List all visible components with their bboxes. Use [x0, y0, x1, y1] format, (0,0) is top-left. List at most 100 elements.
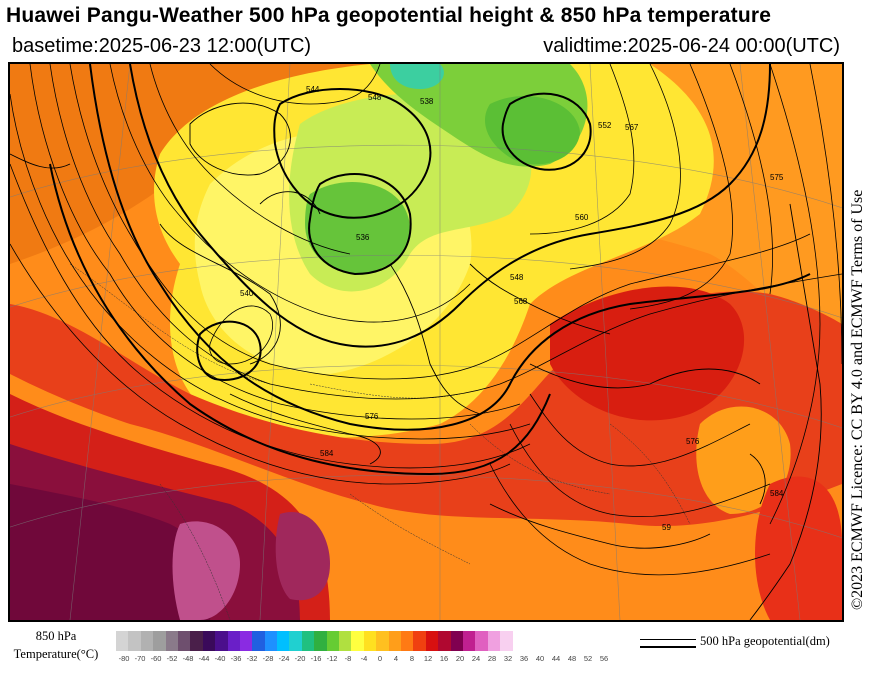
- colorbar-swatch: [277, 631, 290, 651]
- temperature-colorbar: [116, 631, 513, 651]
- colorbar-tick-label: 52: [583, 654, 593, 663]
- geopotential-legend-label: 500 hPa geopotential(dm): [700, 634, 830, 648]
- colorbar-tick-label: 28: [487, 654, 497, 663]
- contour-label: 576: [686, 437, 700, 446]
- colorbar-swatch: [190, 631, 203, 651]
- colorbar-tick-label: -24: [278, 654, 290, 663]
- colorbar-swatch: [264, 631, 278, 651]
- colorbar-tick-label: 24: [471, 654, 481, 663]
- geopotential-contours-thin: [10, 64, 842, 576]
- colorbar-swatch: [475, 631, 488, 651]
- colorbar-swatch: [413, 631, 426, 651]
- validtime-label: validtime:2025-06-24 00:00(UTC): [543, 35, 840, 57]
- colorbar-tick-label: -4: [360, 654, 368, 663]
- colorbar-swatch: [450, 631, 463, 651]
- colorbar-swatch: [314, 631, 327, 651]
- geopotential-legend-thick-line: [640, 646, 696, 648]
- colorbar-tick-label: 56: [599, 654, 609, 663]
- colorbar-tick-label: 20: [455, 654, 465, 663]
- colorbar-tick-label: 0: [377, 654, 383, 663]
- colorbar-swatch: [487, 631, 501, 651]
- colorbar-tick-label: 44: [551, 654, 561, 663]
- licence-text: ©2023 ECMWF Licence: CC BY 4.0 and ECMWF…: [849, 189, 866, 610]
- colorbar-tick-label: 36: [519, 654, 529, 663]
- colorbar-tick-label: 32: [503, 654, 513, 663]
- weather-map: 544 548 538 552 536 540 548 560 567 575 …: [8, 62, 844, 622]
- colorbar-tick-label: -12: [326, 654, 338, 663]
- temperature-field-orange-east: [696, 406, 791, 514]
- colorbar-tick-label: -40: [214, 654, 226, 663]
- contour-label: 544: [306, 85, 320, 94]
- temperature-legend-label: 850 hPa Temperature(°C): [6, 627, 106, 663]
- colorbar-tick-label: -16: [310, 654, 322, 663]
- colorbar-swatch: [500, 631, 513, 651]
- contour-label: 584: [320, 449, 334, 458]
- temperature-legend-line1: 850 hPa: [35, 629, 77, 643]
- colorbar-tick-label: -28: [262, 654, 274, 663]
- colorbar-tick-label: -52: [166, 654, 178, 663]
- colorbar-swatch: [351, 631, 364, 651]
- colorbar-tick-label: -20: [294, 654, 306, 663]
- temperature-field-cyan: [390, 64, 444, 89]
- contour-label: 576: [365, 412, 379, 421]
- colorbar-swatch: [326, 631, 340, 651]
- colorbar-swatch: [425, 631, 439, 651]
- colorbar-tick-label: -70: [134, 654, 146, 663]
- contour-label: 567: [625, 123, 639, 132]
- colorbar-swatch: [388, 631, 401, 651]
- temperature-field-magenta: [172, 521, 240, 620]
- temperature-field-deep-maroon: [10, 484, 214, 620]
- temperature-field-green-centre: [305, 182, 410, 274]
- colorbar-swatch: [116, 631, 129, 651]
- colorbar-swatch: [165, 631, 178, 651]
- colorbar-swatch: [289, 631, 302, 651]
- geopotential-legend: 500 hPa geopotential(dm): [640, 633, 860, 653]
- contour-label: 568: [514, 297, 528, 306]
- temperature-legend-line2: Temperature(°C): [13, 647, 99, 661]
- colorbar-swatch: [128, 631, 141, 651]
- contour-label: 560: [575, 213, 589, 222]
- temperature-field-red-east: [550, 286, 745, 421]
- contour-label: 552: [598, 121, 612, 130]
- geopotential-contours-thick: [49, 64, 811, 476]
- geopotential-legend-thin-line: [640, 639, 696, 640]
- colorbar-swatch: [202, 631, 216, 651]
- colorbar-tick-label: 12: [423, 654, 433, 663]
- colorbar-swatch: [177, 631, 191, 651]
- temperature-field-red-se: [755, 476, 842, 620]
- contour-label: 548: [368, 93, 382, 102]
- colorbar-swatch: [153, 631, 166, 651]
- colorbar-tick-label: 40: [535, 654, 545, 663]
- map-canvas: 544 548 538 552 536 540 548 560 567 575 …: [10, 64, 842, 620]
- colorbar-swatch: [301, 631, 315, 651]
- colorbar-tick-label: 4: [393, 654, 399, 663]
- colorbar-tick-label: 48: [567, 654, 577, 663]
- colorbar-swatch: [339, 631, 352, 651]
- colorbar-swatch: [462, 631, 476, 651]
- colorbar-tick-label: -32: [246, 654, 258, 663]
- colorbar-swatch: [252, 631, 265, 651]
- colorbar-tick-label: -60: [150, 654, 162, 663]
- colorbar-swatch: [376, 631, 389, 651]
- contour-label: 584: [770, 489, 784, 498]
- contour-label: 540: [240, 289, 254, 298]
- colorbar-tick-label: -48: [182, 654, 194, 663]
- colorbar-swatch: [215, 631, 228, 651]
- contour-label: 536: [356, 233, 370, 242]
- coastlines: [10, 102, 822, 620]
- chart-title: Huawei Pangu-Weather 500 hPa geopotentia…: [6, 4, 772, 27]
- colorbar-tick-label: -44: [198, 654, 210, 663]
- contour-label: 59: [662, 523, 671, 532]
- colorbar-swatch: [239, 631, 253, 651]
- colorbar-tick-label: -80: [118, 654, 130, 663]
- colorbar-tick-label: -36: [230, 654, 242, 663]
- temperature-field-magenta-2: [275, 512, 330, 601]
- colorbar-swatch: [140, 631, 154, 651]
- contour-labels: 544 548 538 552 536 540 548 560 567 575 …: [240, 85, 784, 532]
- colorbar-tick-label: 8: [409, 654, 415, 663]
- contour-label: 538: [420, 97, 434, 106]
- colorbar-tick-label: -8: [344, 654, 352, 663]
- colorbar-swatch: [400, 631, 414, 651]
- colorbar-tick-label: 16: [439, 654, 449, 663]
- contour-label: 575: [770, 173, 784, 182]
